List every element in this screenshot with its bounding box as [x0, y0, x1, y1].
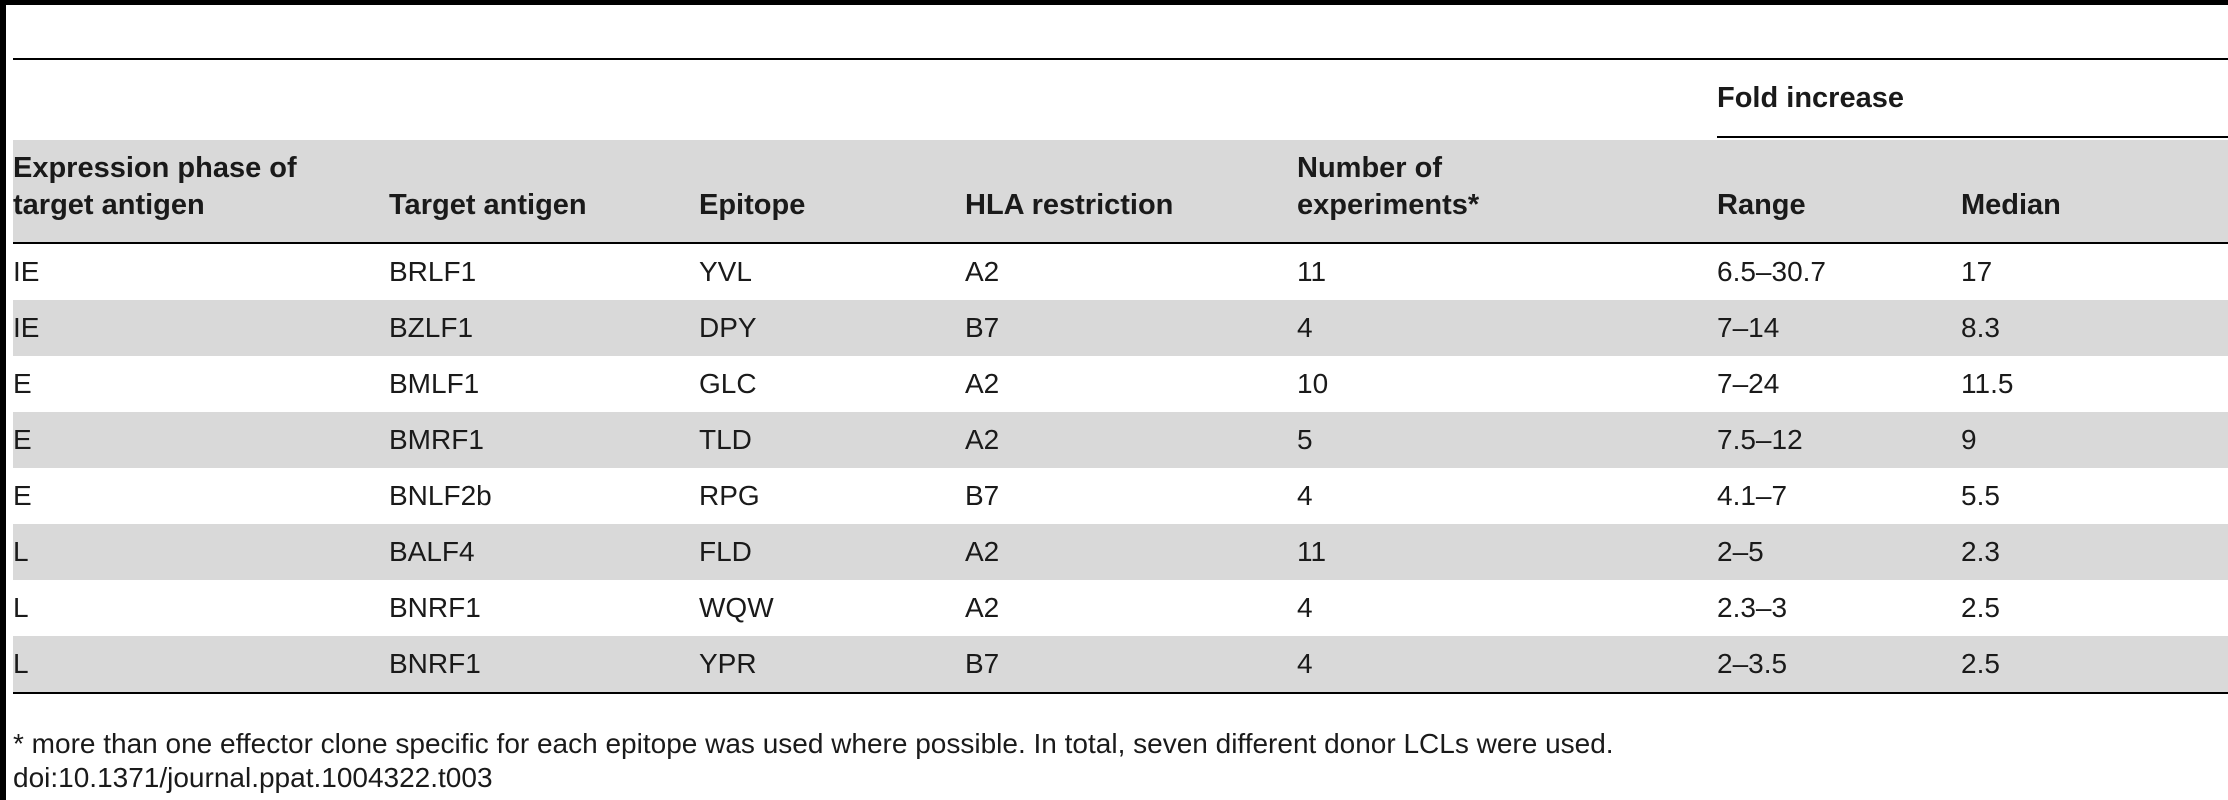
cell-hla-restriction: A2: [965, 256, 1000, 287]
cell-number-of-experiments: 4: [1297, 592, 1313, 623]
table-row: L BNRF1 YPR B7 4 2–3.5 2.5: [13, 636, 2228, 692]
header-median: Median: [1961, 189, 2061, 221]
table-footnote: * more than one effector clone specific …: [13, 728, 1614, 759]
cell-median: 11.5: [1961, 368, 2014, 399]
cell-expression-phase: E: [13, 368, 32, 399]
cell-number-of-experiments: 4: [1297, 480, 1313, 511]
cell-epitope: WQW: [699, 592, 774, 623]
cell-number-of-experiments: 4: [1297, 648, 1313, 679]
cell-hla-restriction: A2: [965, 424, 1000, 455]
data-table: Fold increase Expression phase of target…: [13, 58, 2228, 694]
cell-target-antigen: BNLF2b: [389, 480, 492, 511]
cell-range: 2–3.5: [1717, 648, 1788, 679]
header-target-antigen: Target antigen: [389, 189, 587, 221]
cell-number-of-experiments: 10: [1297, 368, 1329, 399]
table-row: IE BZLF1 DPY B7 4 7–14 8.3: [13, 300, 2228, 356]
doi-label: doi:10.1371/journal.ppat.1004322.t003: [13, 762, 493, 793]
cell-number-of-experiments: 11: [1297, 536, 1327, 567]
cell-expression-phase: IE: [13, 312, 40, 343]
header-number-of-experiments: Number of experiments*: [1297, 152, 1480, 221]
cell-median: 2.5: [1961, 648, 2000, 679]
cell-target-antigen: BALF4: [389, 536, 475, 567]
cell-expression-phase: IE: [13, 256, 40, 287]
cell-range: 7.5–12: [1717, 424, 1803, 455]
cell-median: 2.3: [1961, 536, 2000, 567]
group-header-underline: [1717, 136, 2228, 138]
cell-range: 7–24: [1717, 368, 1780, 399]
cell-target-antigen: BMLF1: [389, 368, 480, 399]
cell-hla-restriction: B7: [965, 312, 1000, 343]
cell-expression-phase: E: [13, 480, 32, 511]
header-expression-phase: Expression phase of target antigen: [13, 152, 297, 221]
group-header-row: Fold increase: [13, 60, 2228, 140]
table-bottom-rule: [13, 692, 2228, 694]
cell-hla-restriction: A2: [965, 592, 1000, 623]
header-range: Range: [1717, 189, 1806, 221]
fold-increase-group-header: Fold increase: [1717, 82, 1904, 114]
cell-epitope: YVL: [699, 256, 752, 287]
table-row: E BNLF2b RPG B7 4 4.1–7 5.5: [13, 468, 2228, 524]
cell-target-antigen: BNRF1: [389, 648, 481, 679]
cell-epitope: DPY: [699, 312, 757, 343]
cell-range: 7–14: [1717, 312, 1780, 343]
table-row: L BALF4 FLD A2 11 2–5 2.3: [13, 524, 2228, 580]
cell-target-antigen: BZLF1: [389, 312, 474, 343]
cell-expression-phase: L: [13, 536, 29, 567]
cell-number-of-experiments: 5: [1297, 424, 1313, 455]
table-row: L BNRF1 WQW A2 4 2.3–3 2.5: [13, 580, 2228, 636]
header-epitope: Epitope: [699, 189, 806, 221]
cell-number-of-experiments: 11: [1297, 256, 1327, 287]
table-row: IE BRLF1 YVL A2 11 6.5–30.7 17: [13, 244, 2228, 300]
table-row: E BMLF1 GLC A2 10 7–24 11.5: [13, 356, 2228, 412]
cell-expression-phase: E: [13, 424, 32, 455]
cell-range: 2–5: [1717, 536, 1764, 567]
cell-hla-restriction: A2: [965, 536, 1000, 567]
cell-hla-restriction: B7: [965, 480, 1000, 511]
cell-expression-phase: L: [13, 648, 29, 679]
cell-epitope: RPG: [699, 480, 760, 511]
table-row: E BMRF1 TLD A2 5 7.5–12 9: [13, 412, 2228, 468]
cell-range: 4.1–7: [1717, 480, 1788, 511]
cell-target-antigen: BNRF1: [389, 592, 481, 623]
cell-range: 2.3–3: [1717, 592, 1788, 623]
cell-median: 2.5: [1961, 592, 2000, 623]
column-header-row: Expression phase of target antigen Targe…: [13, 140, 2228, 242]
cell-number-of-experiments: 4: [1297, 312, 1313, 343]
header-hla-restriction: HLA restriction: [965, 189, 1174, 221]
cell-epitope: GLC: [699, 368, 757, 399]
table-top-rule: [13, 58, 2228, 60]
cell-epitope: FLD: [699, 536, 752, 567]
cell-epitope: TLD: [699, 424, 752, 455]
table-body: IE BRLF1 YVL A2 11 6.5–30.7 17 IE BZLF1 DPY B7 4 7–1…: [13, 244, 2228, 692]
cell-hla-restriction: A2: [965, 368, 1000, 399]
cell-hla-restriction: B7: [965, 648, 1000, 679]
left-border-rule: [0, 0, 6, 800]
cell-target-antigen: BRLF1: [389, 256, 477, 287]
cell-expression-phase: L: [13, 592, 29, 623]
cell-range: 6.5–30.7: [1717, 256, 1826, 287]
top-border-rule: [0, 0, 2228, 5]
cell-median: 9: [1961, 424, 1977, 455]
header-bottom-rule: [13, 242, 2228, 244]
cell-epitope: YPR: [699, 648, 757, 679]
cell-median: 17: [1961, 256, 1993, 287]
cell-median: 8.3: [1961, 312, 2000, 343]
cell-target-antigen: BMRF1: [389, 424, 484, 455]
cell-median: 5.5: [1961, 480, 2000, 511]
